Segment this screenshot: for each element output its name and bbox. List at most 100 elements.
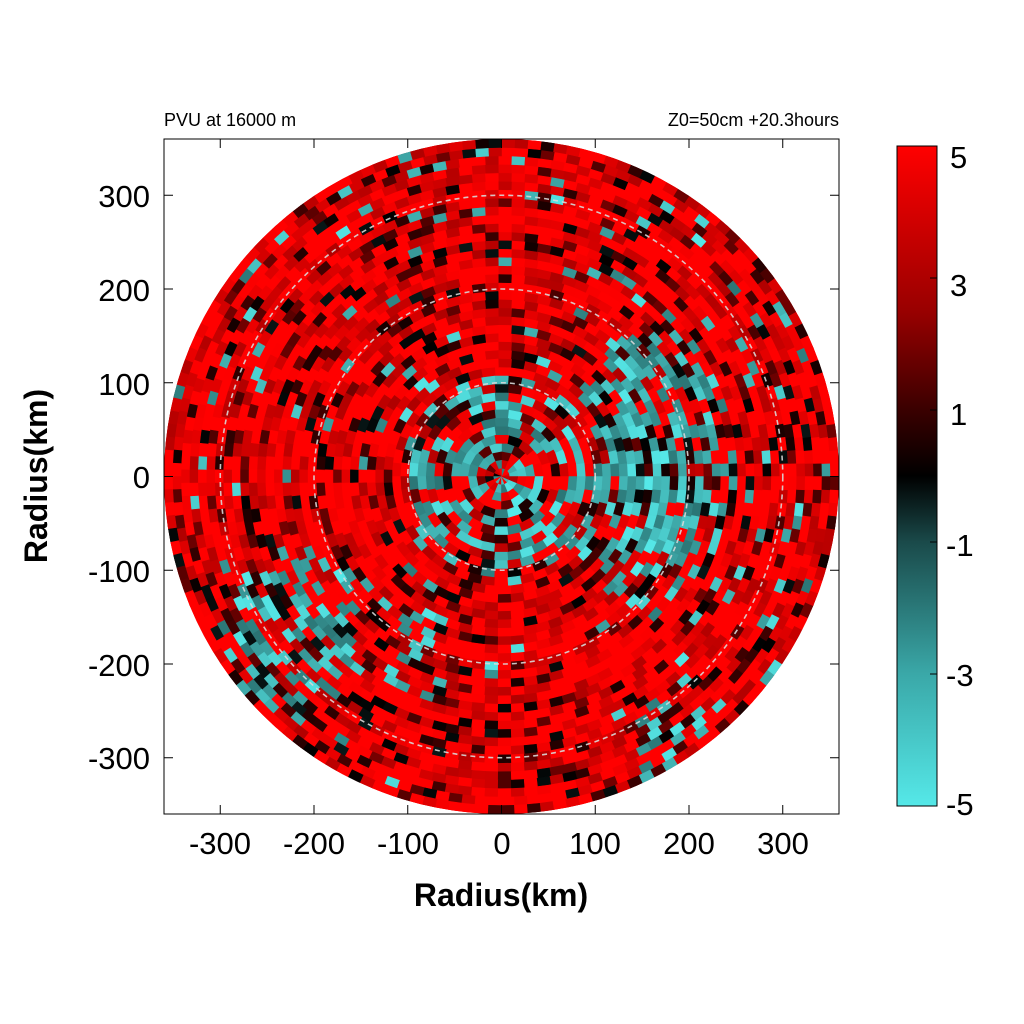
pv-cell xyxy=(539,801,555,813)
pv-cell xyxy=(206,495,217,511)
pv-cell xyxy=(484,197,499,208)
pv-cell xyxy=(728,462,739,477)
pv-cell xyxy=(497,273,512,284)
pv-cell xyxy=(484,762,499,773)
pv-cell xyxy=(514,147,529,158)
pv-cell xyxy=(471,753,486,764)
pv-cell xyxy=(391,462,402,477)
pv-cell xyxy=(256,469,266,484)
pv-cell xyxy=(652,476,663,491)
pv-cell xyxy=(189,495,200,511)
pv-cell xyxy=(820,449,831,464)
pv-cell xyxy=(471,719,486,730)
pv-cell xyxy=(181,442,192,458)
pv-cell xyxy=(231,482,242,497)
pv-cell xyxy=(332,482,343,497)
pv-cell xyxy=(497,636,512,646)
pv-cell xyxy=(523,777,539,789)
pv-cell xyxy=(494,526,509,536)
pv-cell xyxy=(497,189,512,199)
pv-cell xyxy=(189,456,199,471)
pv-cell xyxy=(273,469,283,484)
pv-cell xyxy=(601,476,612,491)
pv-cell xyxy=(198,495,209,511)
pv-cell xyxy=(510,745,526,756)
pv-cell xyxy=(497,155,512,165)
pv-cell xyxy=(804,462,815,477)
pv-cell xyxy=(685,488,696,504)
pv-cell xyxy=(618,476,629,491)
pv-cell xyxy=(205,456,216,471)
pv-cell xyxy=(693,449,704,465)
pv-cell xyxy=(802,502,813,517)
pv-cell xyxy=(510,189,526,200)
pv-cell xyxy=(493,518,510,527)
pv-cell xyxy=(471,189,486,200)
pv-cell xyxy=(240,442,251,458)
pv-cell xyxy=(618,462,629,477)
pv-cell xyxy=(494,392,509,402)
pv-cell xyxy=(324,456,335,471)
pv-cell xyxy=(231,469,241,484)
pv-cell xyxy=(601,462,612,477)
pv-cell xyxy=(471,198,486,209)
pv-cell xyxy=(787,462,798,477)
axis-ticks xyxy=(164,139,839,814)
pv-cell xyxy=(510,668,526,680)
pv-cell xyxy=(770,476,781,491)
pv-cell xyxy=(510,172,526,183)
pv-cell xyxy=(510,711,526,722)
pv-cell xyxy=(676,449,687,465)
pv-cell xyxy=(802,436,813,451)
pv-cell xyxy=(787,476,798,491)
pv-cell xyxy=(510,316,526,327)
pv-cell xyxy=(627,462,637,477)
pv-cell xyxy=(497,644,512,655)
pv-cell xyxy=(264,456,275,471)
pv-cell xyxy=(510,197,526,208)
pv-cell xyxy=(711,462,722,477)
pv-cell xyxy=(471,155,486,167)
pv-cell xyxy=(165,423,177,439)
colorbar-tick-label: 3 xyxy=(950,268,967,303)
pv-cell xyxy=(804,476,815,491)
pv-cell xyxy=(357,482,369,497)
pv-cell xyxy=(484,593,499,604)
pv-cell xyxy=(315,469,325,484)
pv-cell xyxy=(416,462,427,477)
pv-cell xyxy=(484,720,499,730)
pv-cell xyxy=(497,678,512,688)
pv-cell xyxy=(493,434,510,444)
x-tick-label: -100 xyxy=(377,826,439,861)
pv-cell xyxy=(652,462,663,477)
pv-cell xyxy=(829,449,839,464)
pv-cell xyxy=(494,417,509,427)
pv-cell xyxy=(497,290,512,300)
pv-cell xyxy=(497,754,512,764)
pv-cell xyxy=(796,476,806,491)
y-tick-labels: 300 200 100 0 -100 -200 -300 xyxy=(88,179,150,776)
pv-cell xyxy=(471,778,486,789)
pv-cell xyxy=(264,482,275,497)
pv-cell xyxy=(222,469,232,484)
pv-field xyxy=(164,139,839,814)
pv-cell xyxy=(829,476,839,491)
pv-cell xyxy=(694,476,705,491)
pv-cell xyxy=(669,476,680,491)
pv-cell xyxy=(474,139,489,149)
pv-cell xyxy=(510,787,526,798)
pv-cell xyxy=(584,476,595,491)
pv-cell xyxy=(471,761,486,772)
pv-cell xyxy=(523,164,539,176)
pv-cell xyxy=(497,771,512,781)
pv-cell xyxy=(676,488,687,504)
pv-cell xyxy=(281,469,291,484)
pv-cell xyxy=(523,156,539,167)
pv-cell xyxy=(484,728,499,739)
pv-cell xyxy=(471,248,486,260)
pv-cell xyxy=(484,172,499,182)
pv-cell xyxy=(471,223,486,234)
pv-cell xyxy=(510,719,526,730)
colorbar: 5 3 1 -1 -3 -5 xyxy=(896,140,974,822)
pv-cell xyxy=(332,469,342,484)
